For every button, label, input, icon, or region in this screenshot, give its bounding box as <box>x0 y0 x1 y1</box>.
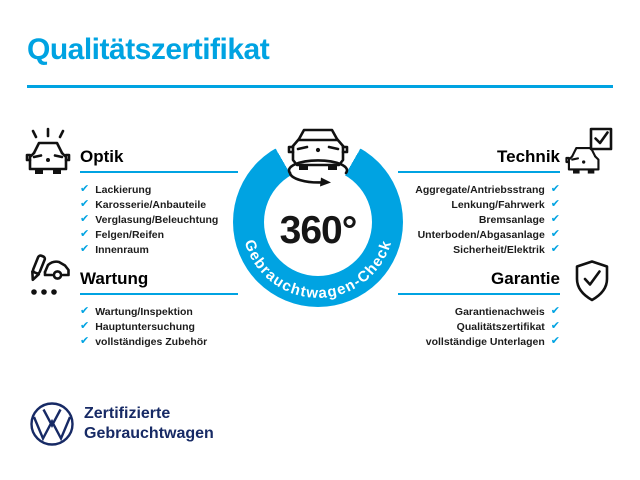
check-icon: ✔ <box>550 305 560 317</box>
section-title: Technik <box>497 147 560 166</box>
check-icon: ✔ <box>80 198 90 210</box>
degree-label: 360° <box>280 209 357 252</box>
section-title: Optik <box>80 147 124 166</box>
list-item: ✔ Hauptuntersuchung <box>80 319 240 334</box>
list-item: vollständige Unterlagen ✔ <box>398 334 560 349</box>
item-label: vollständige Unterlagen <box>425 335 545 348</box>
item-label: Garantienachweis <box>454 305 545 318</box>
checklist: Garantienachweis ✔ Qualitätszertifikat ✔ v… <box>398 304 560 349</box>
list-item: ✔ Wartung/Inspektion <box>80 304 240 319</box>
check-icon: ✔ <box>80 243 90 255</box>
section-underline <box>80 293 238 295</box>
brand-line1: Zertifizierte <box>84 405 171 422</box>
list-item: Lenkung/Fahrwerk ✔ <box>398 197 560 212</box>
item-label: Felgen/Reifen <box>95 228 165 241</box>
shield-check-icon <box>575 260 609 302</box>
checklist: ✔ Lackierung ✔ Karosserie/Anbauteile ✔ Verg… <box>80 182 240 257</box>
check-icon: ✔ <box>550 198 560 210</box>
list-item: ✔ Felgen/Reifen <box>80 227 240 242</box>
check-icon: ✔ <box>80 183 90 195</box>
list-item: ✔ vollständiges Zubehör <box>80 334 240 349</box>
list-item: ✔ Innenraum <box>80 242 240 257</box>
item-label: Unterboden/Abgasanlage <box>417 228 545 241</box>
item-label: Qualitätszertifikat <box>456 320 545 333</box>
check-icon: ✔ <box>550 183 560 195</box>
checklist: ✔ Wartung/Inspektion ✔ Hauptuntersuchung ✔… <box>80 304 240 349</box>
item-label: Bremsanlage <box>478 213 545 226</box>
section-underline <box>398 171 560 173</box>
check-icon: ✔ <box>80 305 90 317</box>
check-icon: ✔ <box>550 335 560 347</box>
check-icon: ✔ <box>80 335 90 347</box>
item-label: Lenkung/Fahrwerk <box>451 198 545 211</box>
list-item: ✔ Karosserie/Anbauteile <box>80 197 240 212</box>
section-garantie: Garantie Garantienachweis ✔ Qualitätszert… <box>398 269 560 349</box>
item-label: Innenraum <box>95 243 149 256</box>
check-icon: ✔ <box>550 213 560 225</box>
car-checkbox-icon <box>565 127 613 174</box>
item-label: Lackierung <box>95 183 152 196</box>
section-wartung: Wartung ✔ Wartung/Inspektion ✔ Hauptunters… <box>80 269 240 349</box>
item-label: Aggregate/Antriebsstrang <box>415 183 545 196</box>
checklist: Aggregate/Antriebsstrang ✔ Lenkung/Fahrwe… <box>398 182 560 257</box>
car-shine-icon <box>25 127 71 174</box>
section-technik: Technik Aggregate/Antriebsstrang ✔ Lenkun… <box>398 147 560 257</box>
item-label: Sicherheit/Elektrik <box>453 243 545 256</box>
list-item: Bremsanlage ✔ <box>398 212 560 227</box>
list-item: Sicherheit/Elektrik ✔ <box>398 242 560 257</box>
list-item: ✔ Verglasung/Beleuchtung <box>80 212 240 227</box>
page-title: Qualitätszertifikat <box>27 33 270 66</box>
check-icon: ✔ <box>80 213 90 225</box>
section-underline <box>80 171 238 173</box>
section-title: Garantie <box>491 269 560 288</box>
list-item: Aggregate/Antriebsstrang ✔ <box>398 182 560 197</box>
pen-car-icon <box>31 254 70 295</box>
check-icon: ✔ <box>550 320 560 332</box>
brand-name: Zertifizierte Gebrauchtwagen <box>84 404 214 444</box>
section-optik: Optik ✔ Lackierung ✔ Karosserie/Anbauteile… <box>80 147 240 257</box>
list-item: Unterboden/Abgasanlage ✔ <box>398 227 560 242</box>
section-title: Wartung <box>80 269 149 288</box>
item-label: Karosserie/Anbauteile <box>95 198 207 211</box>
brand-line2: Gebrauchtwagen <box>84 425 214 442</box>
car-rotation-icon <box>287 128 349 187</box>
item-label: Hauptuntersuchung <box>95 320 195 333</box>
ring-badge: 360° Gebrauchtwagen-Check <box>233 128 403 307</box>
ring-hole <box>264 168 372 276</box>
item-label: Verglasung/Beleuchtung <box>95 213 219 226</box>
check-icon: ✔ <box>550 243 560 255</box>
title-rule <box>27 85 613 88</box>
vw-logo-icon <box>30 402 74 446</box>
list-item: Garantienachweis ✔ <box>398 304 560 319</box>
item-label: Wartung/Inspektion <box>95 305 193 318</box>
item-label: vollständiges Zubehör <box>95 335 208 348</box>
list-item: Qualitätszertifikat ✔ <box>398 319 560 334</box>
check-icon: ✔ <box>80 320 90 332</box>
section-underline <box>398 293 560 295</box>
check-icon: ✔ <box>80 228 90 240</box>
list-item: ✔ Lackierung <box>80 182 240 197</box>
ring-overlay: 360° Gebrauchtwagen-Check <box>241 128 394 302</box>
check-icon: ✔ <box>550 228 560 240</box>
